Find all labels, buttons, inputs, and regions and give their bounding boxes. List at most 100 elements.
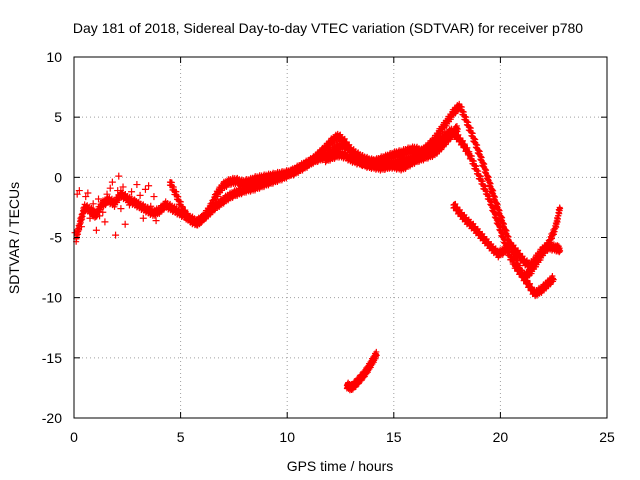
data-point xyxy=(77,223,85,231)
data-point xyxy=(115,172,123,180)
y-tick-label: 10 xyxy=(46,49,62,65)
data-point xyxy=(477,173,484,180)
data-point xyxy=(459,137,466,144)
data-point xyxy=(119,183,127,191)
data-point xyxy=(455,131,462,138)
data-point xyxy=(179,203,186,210)
data-point xyxy=(95,195,103,203)
data-point xyxy=(454,126,461,133)
data-point xyxy=(86,214,94,222)
data-point xyxy=(479,178,486,185)
data-point xyxy=(125,201,133,209)
data-point xyxy=(133,181,141,189)
data-point xyxy=(491,193,498,200)
axes: 0 5 10 15 20 25 -20 -15 -10 -5 0 5 10 xyxy=(42,49,615,445)
series-track-d xyxy=(450,200,564,272)
data-point xyxy=(502,227,509,234)
series-track-e xyxy=(343,348,380,394)
data-point xyxy=(473,163,480,170)
data-point xyxy=(500,220,507,227)
data-point xyxy=(154,208,162,216)
y-tick-label: -5 xyxy=(50,230,63,246)
data-point xyxy=(89,200,97,208)
y-tick-label: -15 xyxy=(42,350,62,366)
data-point xyxy=(464,144,471,151)
data-point xyxy=(139,214,147,222)
data-point xyxy=(485,174,492,181)
data-point xyxy=(499,214,506,221)
data-point xyxy=(527,280,534,287)
data-point xyxy=(466,148,473,155)
data-point xyxy=(557,205,564,212)
data-point xyxy=(112,231,120,239)
data-point xyxy=(480,160,487,167)
data-point xyxy=(168,179,175,186)
data-point xyxy=(136,191,144,199)
data-point xyxy=(96,212,104,220)
data-point xyxy=(347,145,354,152)
data-point xyxy=(486,179,493,186)
x-tick-label: 15 xyxy=(386,429,402,445)
data-point xyxy=(92,226,100,234)
data-point xyxy=(452,200,459,207)
data-point xyxy=(476,148,483,155)
data-point xyxy=(477,153,484,160)
y-tick-label: 0 xyxy=(54,169,62,185)
data-point xyxy=(495,206,502,213)
data-point xyxy=(103,190,111,198)
data-point xyxy=(117,205,125,213)
x-tick-label: 10 xyxy=(279,429,295,445)
data-point xyxy=(557,247,564,254)
data-point xyxy=(485,173,492,180)
data-point xyxy=(99,208,107,216)
data-point xyxy=(121,220,129,228)
data-point xyxy=(465,119,472,126)
y-axis-label: SDTVAR / TECUs xyxy=(6,182,22,294)
data-point xyxy=(341,135,348,142)
data-point xyxy=(460,108,467,115)
data-layer xyxy=(71,100,564,394)
data-point xyxy=(481,165,488,172)
y-tick-label: 5 xyxy=(54,109,62,125)
data-point xyxy=(496,207,503,214)
data-point xyxy=(487,198,494,205)
data-point xyxy=(494,201,501,208)
data-point xyxy=(470,158,477,165)
y-tick-label: -20 xyxy=(42,410,62,426)
data-point xyxy=(489,205,496,212)
data-point xyxy=(123,194,131,202)
data-point xyxy=(150,193,158,201)
data-point xyxy=(481,161,488,168)
data-point xyxy=(131,196,139,204)
data-point xyxy=(490,205,497,212)
x-tick-label: 5 xyxy=(177,429,185,445)
data-point xyxy=(145,182,153,190)
data-point xyxy=(467,125,474,132)
data-point xyxy=(514,257,521,264)
data-point xyxy=(482,166,489,173)
data-point xyxy=(477,153,484,160)
data-point xyxy=(550,276,557,283)
data-point xyxy=(487,180,494,187)
x-tick-label: 0 xyxy=(70,429,78,445)
data-point xyxy=(114,187,122,195)
data-point xyxy=(475,168,482,175)
data-point xyxy=(152,217,160,225)
data-point xyxy=(101,218,109,226)
data-point xyxy=(106,184,114,192)
data-point xyxy=(505,233,512,240)
data-point xyxy=(469,130,476,137)
series-scatter-early xyxy=(71,172,162,239)
data-point xyxy=(170,184,177,191)
x-axis-label: GPS time / hours xyxy=(287,458,394,474)
data-point xyxy=(517,262,524,269)
data-point xyxy=(147,202,155,210)
data-point xyxy=(504,233,511,240)
data-point xyxy=(472,136,479,143)
data-point xyxy=(461,141,468,148)
data-point xyxy=(474,142,481,149)
series-track-c xyxy=(322,100,564,282)
data-point xyxy=(177,198,184,205)
data-point xyxy=(479,159,486,166)
data-point xyxy=(492,194,499,201)
